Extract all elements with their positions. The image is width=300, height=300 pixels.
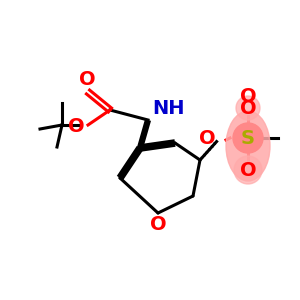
Circle shape bbox=[233, 123, 263, 153]
Text: O: O bbox=[240, 87, 256, 106]
Text: NH: NH bbox=[152, 99, 184, 118]
Text: O: O bbox=[150, 215, 166, 234]
Text: O: O bbox=[240, 98, 256, 118]
Text: S: S bbox=[241, 128, 255, 148]
Circle shape bbox=[234, 156, 262, 184]
Ellipse shape bbox=[226, 111, 270, 181]
Circle shape bbox=[236, 96, 260, 120]
Text: O: O bbox=[200, 130, 216, 148]
Text: O: O bbox=[68, 116, 85, 136]
Text: O: O bbox=[79, 70, 95, 89]
Text: O: O bbox=[240, 160, 256, 179]
